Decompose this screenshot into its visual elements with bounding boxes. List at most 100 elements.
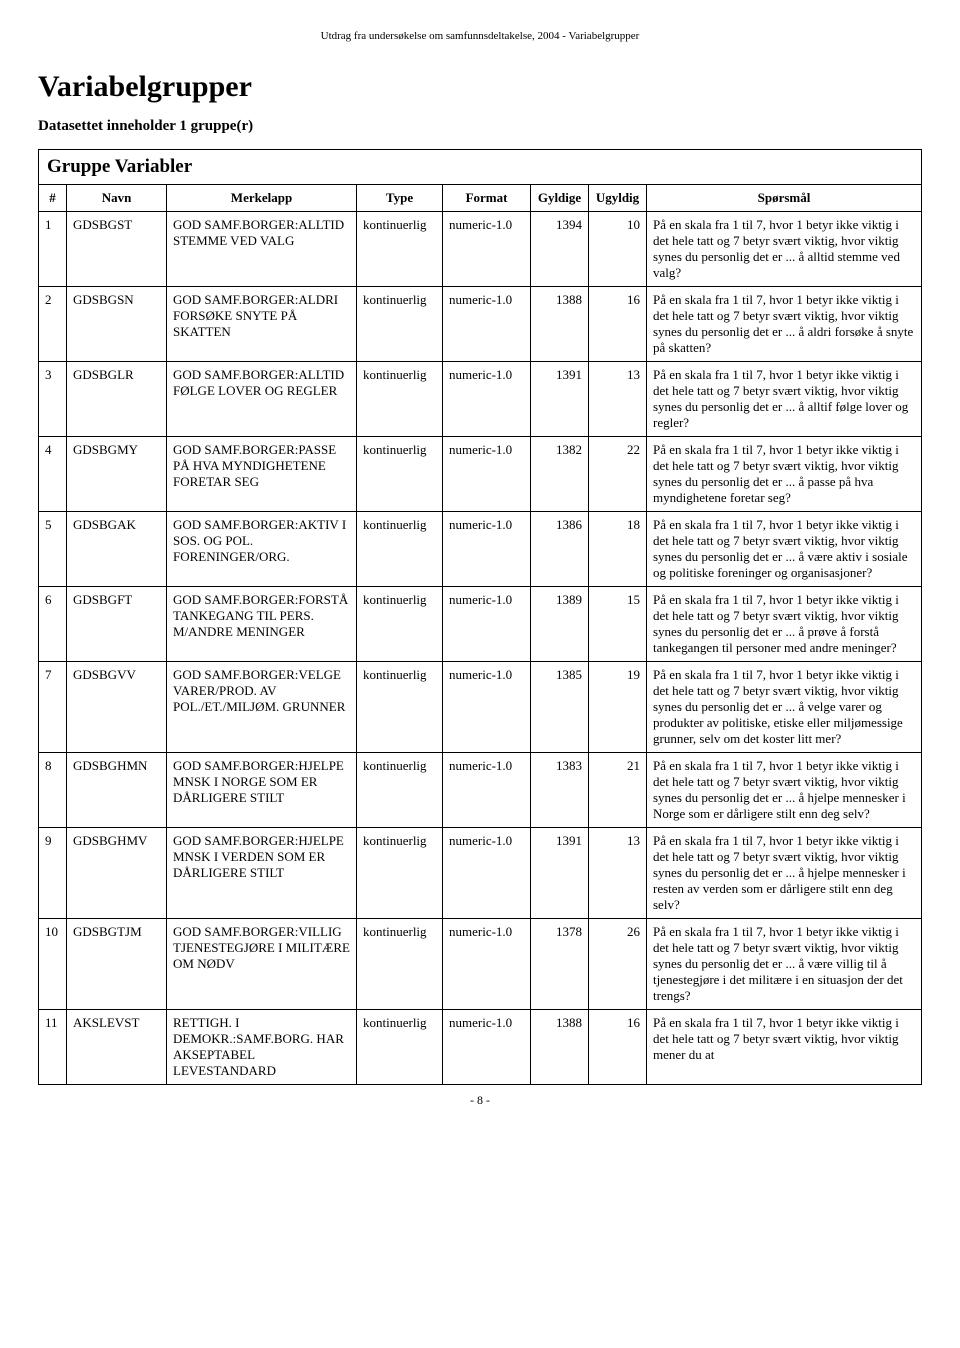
cell-type: kontinuerlig <box>357 212 443 287</box>
table-row: 3GDSBGLRGOD SAMF.BORGER:ALLTID FØLGE LOV… <box>39 362 922 437</box>
cell-gyldige: 1389 <box>531 587 589 662</box>
cell-gyldige: 1385 <box>531 662 589 753</box>
cell-navn: GDSBGST <box>67 212 167 287</box>
cell-num: 1 <box>39 212 67 287</box>
cell-type: kontinuerlig <box>357 662 443 753</box>
cell-navn: GDSBGHMV <box>67 828 167 919</box>
table-row: 11AKSLEVSTRETTIGH. I DEMOKR.:SAMF.BORG. … <box>39 1010 922 1085</box>
cell-sporsmal: På en skala fra 1 til 7, hvor 1 betyr ik… <box>647 828 922 919</box>
col-header-merkelapp: Merkelapp <box>167 185 357 212</box>
cell-ugyldig: 16 <box>589 1010 647 1085</box>
cell-navn: GDSBGSN <box>67 287 167 362</box>
cell-merkelapp: GOD SAMF.BORGER:PASSE PÅ HVA MYNDIGHETEN… <box>167 437 357 512</box>
cell-num: 9 <box>39 828 67 919</box>
table-row: 4GDSBGMYGOD SAMF.BORGER:PASSE PÅ HVA MYN… <box>39 437 922 512</box>
cell-format: numeric-1.0 <box>443 212 531 287</box>
col-header-format: Format <box>443 185 531 212</box>
cell-ugyldig: 19 <box>589 662 647 753</box>
table-row: 2GDSBGSNGOD SAMF.BORGER:ALDRI FORSØKE SN… <box>39 287 922 362</box>
table-row: 1GDSBGSTGOD SAMF.BORGER:ALLTID STEMME VE… <box>39 212 922 287</box>
cell-format: numeric-1.0 <box>443 753 531 828</box>
cell-type: kontinuerlig <box>357 512 443 587</box>
cell-num: 7 <box>39 662 67 753</box>
cell-format: numeric-1.0 <box>443 919 531 1010</box>
cell-ugyldig: 26 <box>589 919 647 1010</box>
cell-sporsmal: På en skala fra 1 til 7, hvor 1 betyr ik… <box>647 1010 922 1085</box>
cell-sporsmal: På en skala fra 1 til 7, hvor 1 betyr ik… <box>647 512 922 587</box>
table-row: 9GDSBGHMVGOD SAMF.BORGER:HJELPE MNSK I V… <box>39 828 922 919</box>
cell-type: kontinuerlig <box>357 362 443 437</box>
table-row: 10GDSBGTJMGOD SAMF.BORGER:VILLIG TJENEST… <box>39 919 922 1010</box>
cell-gyldige: 1394 <box>531 212 589 287</box>
cell-gyldige: 1386 <box>531 512 589 587</box>
cell-navn: GDSBGLR <box>67 362 167 437</box>
col-header-sporsmal: Spørsmål <box>647 185 922 212</box>
cell-ugyldig: 10 <box>589 212 647 287</box>
page-header: Utdrag fra undersøkelse om samfunnsdelta… <box>38 30 922 42</box>
cell-format: numeric-1.0 <box>443 662 531 753</box>
cell-merkelapp: GOD SAMF.BORGER:ALLTID STEMME VED VALG <box>167 212 357 287</box>
cell-ugyldig: 22 <box>589 437 647 512</box>
cell-format: numeric-1.0 <box>443 1010 531 1085</box>
cell-num: 6 <box>39 587 67 662</box>
variables-table: # Navn Merkelapp Type Format Gyldige Ugy… <box>38 184 922 1085</box>
cell-type: kontinuerlig <box>357 287 443 362</box>
cell-format: numeric-1.0 <box>443 362 531 437</box>
cell-sporsmal: På en skala fra 1 til 7, hvor 1 betyr ik… <box>647 587 922 662</box>
cell-type: kontinuerlig <box>357 437 443 512</box>
cell-merkelapp: GOD SAMF.BORGER:HJELPE MNSK I NORGE SOM … <box>167 753 357 828</box>
cell-gyldige: 1378 <box>531 919 589 1010</box>
cell-sporsmal: På en skala fra 1 til 7, hvor 1 betyr ik… <box>647 662 922 753</box>
cell-format: numeric-1.0 <box>443 512 531 587</box>
cell-format: numeric-1.0 <box>443 287 531 362</box>
cell-navn: GDSBGTJM <box>67 919 167 1010</box>
cell-format: numeric-1.0 <box>443 587 531 662</box>
cell-merkelapp: GOD SAMF.BORGER:VELGE VARER/PROD. AV POL… <box>167 662 357 753</box>
cell-num: 3 <box>39 362 67 437</box>
cell-merkelapp: GOD SAMF.BORGER:AKTIV I SOS. OG POL. FOR… <box>167 512 357 587</box>
cell-gyldige: 1391 <box>531 828 589 919</box>
table-header-row: # Navn Merkelapp Type Format Gyldige Ugy… <box>39 185 922 212</box>
cell-navn: GDSBGFT <box>67 587 167 662</box>
cell-sporsmal: På en skala fra 1 til 7, hvor 1 betyr ik… <box>647 212 922 287</box>
cell-gyldige: 1388 <box>531 287 589 362</box>
cell-merkelapp: GOD SAMF.BORGER:FORSTÅ TANKEGANG TIL PER… <box>167 587 357 662</box>
cell-gyldige: 1388 <box>531 1010 589 1085</box>
cell-ugyldig: 15 <box>589 587 647 662</box>
cell-navn: GDSBGAK <box>67 512 167 587</box>
col-header-ugyldig: Ugyldig <box>589 185 647 212</box>
cell-navn: GDSBGHMN <box>67 753 167 828</box>
page-title: Variabelgrupper <box>38 70 922 104</box>
cell-num: 5 <box>39 512 67 587</box>
cell-type: kontinuerlig <box>357 919 443 1010</box>
cell-gyldige: 1391 <box>531 362 589 437</box>
cell-merkelapp: GOD SAMF.BORGER:VILLIG TJENESTEGJØRE I M… <box>167 919 357 1010</box>
table-row: 6GDSBGFTGOD SAMF.BORGER:FORSTÅ TANKEGANG… <box>39 587 922 662</box>
cell-sporsmal: På en skala fra 1 til 7, hvor 1 betyr ik… <box>647 362 922 437</box>
cell-navn: AKSLEVST <box>67 1010 167 1085</box>
group-title: Gruppe Variabler <box>38 149 922 184</box>
cell-num: 2 <box>39 287 67 362</box>
col-header-type: Type <box>357 185 443 212</box>
cell-ugyldig: 13 <box>589 828 647 919</box>
cell-merkelapp: GOD SAMF.BORGER:ALLTID FØLGE LOVER OG RE… <box>167 362 357 437</box>
cell-type: kontinuerlig <box>357 1010 443 1085</box>
cell-sporsmal: På en skala fra 1 til 7, hvor 1 betyr ik… <box>647 753 922 828</box>
cell-num: 11 <box>39 1010 67 1085</box>
cell-type: kontinuerlig <box>357 753 443 828</box>
table-row: 7GDSBGVVGOD SAMF.BORGER:VELGE VARER/PROD… <box>39 662 922 753</box>
cell-gyldige: 1382 <box>531 437 589 512</box>
cell-merkelapp: GOD SAMF.BORGER:HJELPE MNSK I VERDEN SOM… <box>167 828 357 919</box>
cell-format: numeric-1.0 <box>443 828 531 919</box>
cell-sporsmal: På en skala fra 1 til 7, hvor 1 betyr ik… <box>647 919 922 1010</box>
cell-ugyldig: 21 <box>589 753 647 828</box>
cell-ugyldig: 16 <box>589 287 647 362</box>
cell-type: kontinuerlig <box>357 828 443 919</box>
cell-num: 4 <box>39 437 67 512</box>
cell-num: 8 <box>39 753 67 828</box>
cell-merkelapp: RETTIGH. I DEMOKR.:SAMF.BORG. HAR AKSEPT… <box>167 1010 357 1085</box>
cell-navn: GDSBGMY <box>67 437 167 512</box>
cell-ugyldig: 13 <box>589 362 647 437</box>
cell-sporsmal: På en skala fra 1 til 7, hvor 1 betyr ik… <box>647 437 922 512</box>
cell-sporsmal: På en skala fra 1 til 7, hvor 1 betyr ik… <box>647 287 922 362</box>
